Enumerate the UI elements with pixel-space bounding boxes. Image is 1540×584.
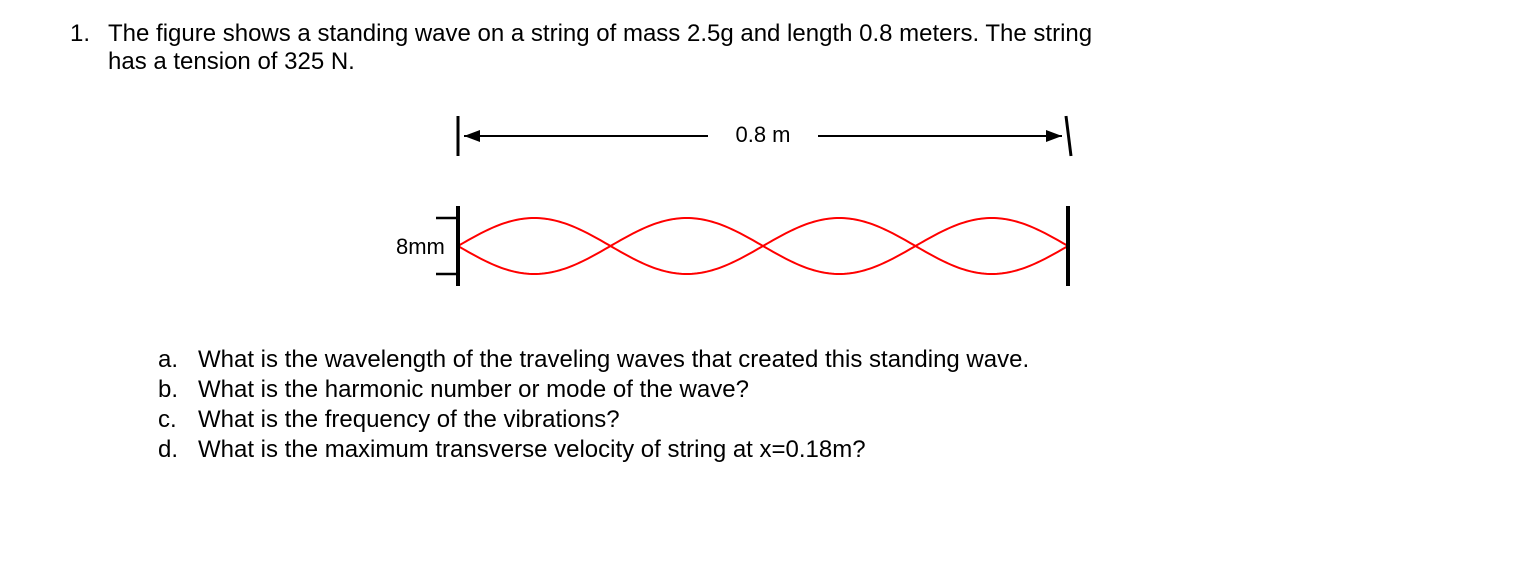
svg-text:8mm: 8mm [396,234,445,259]
problem-number: 1. [30,20,108,48]
subpart-text: What is the frequency of the vibrations? [198,406,620,434]
subpart-a: a. What is the wavelength of the traveli… [158,346,1510,374]
problem-body: The figure shows a standing wave on a st… [108,20,1510,466]
subpart-c: c. What is the frequency of the vibratio… [158,406,1510,434]
subpart-text: What is the wavelength of the traveling … [198,346,1029,374]
standing-wave-diagram: 0.8 m 8mm [388,106,1088,316]
problem-statement-line2: has a tension of 325 N. [108,48,1510,76]
figure-area: 0.8 m 8mm [108,106,1510,316]
subpart-text: What is the harmonic number or mode of t… [198,376,749,404]
problem-statement-line1: The figure shows a standing wave on a st… [108,20,1510,48]
subpart-letter: b. [158,376,198,404]
subpart-b: b. What is the harmonic number or mode o… [158,376,1510,404]
problem-container: 1. The figure shows a standing wave on a… [30,20,1510,466]
subpart-letter: d. [158,436,198,464]
subpart-letter: c. [158,406,198,434]
subpart-letter: a. [158,346,198,374]
svg-text:0.8 m: 0.8 m [735,122,790,147]
subpart-text: What is the maximum transverse velocity … [198,436,866,464]
subparts-list: a. What is the wavelength of the traveli… [158,346,1510,464]
subpart-d: d. What is the maximum transverse veloci… [158,436,1510,464]
